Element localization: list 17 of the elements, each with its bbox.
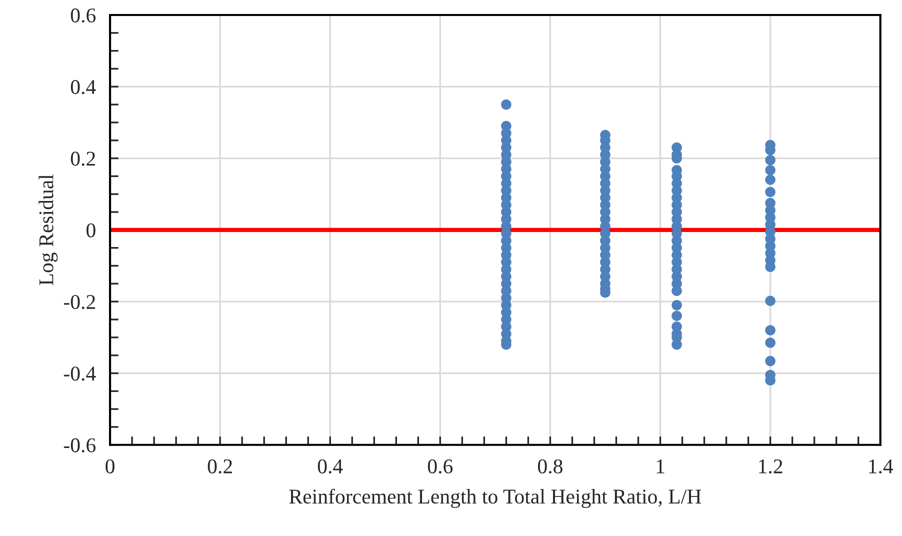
x-tick-label: 0 <box>106 459 114 474</box>
x-tick-label: 0.8 <box>538 459 562 474</box>
y-tick-label: 0 <box>86 223 96 238</box>
y-tick-label: 0.6 <box>70 8 96 23</box>
x-tick-label: 1.2 <box>759 459 782 474</box>
y-tick-label: 0.4 <box>70 80 96 94</box>
y-tick-label: -0.4 <box>64 366 96 381</box>
x-tick-label: 0.4 <box>318 459 343 474</box>
y-axis-title: Log Residual <box>38 174 58 286</box>
y-tick-label: -0.2 <box>64 294 96 310</box>
x-axis-title: Reinforcement Length to Total Height Ratio, L/H <box>289 488 702 508</box>
x-tick-label: 0.2 <box>208 459 232 474</box>
x-tick-label: 1.4 <box>869 459 894 474</box>
y-tick-label: -0.6 <box>64 438 96 452</box>
x-tick-label: 0.6 <box>428 459 453 474</box>
x-tick-label: 1 <box>656 459 664 474</box>
y-tick-label: 0.2 <box>70 152 96 166</box>
